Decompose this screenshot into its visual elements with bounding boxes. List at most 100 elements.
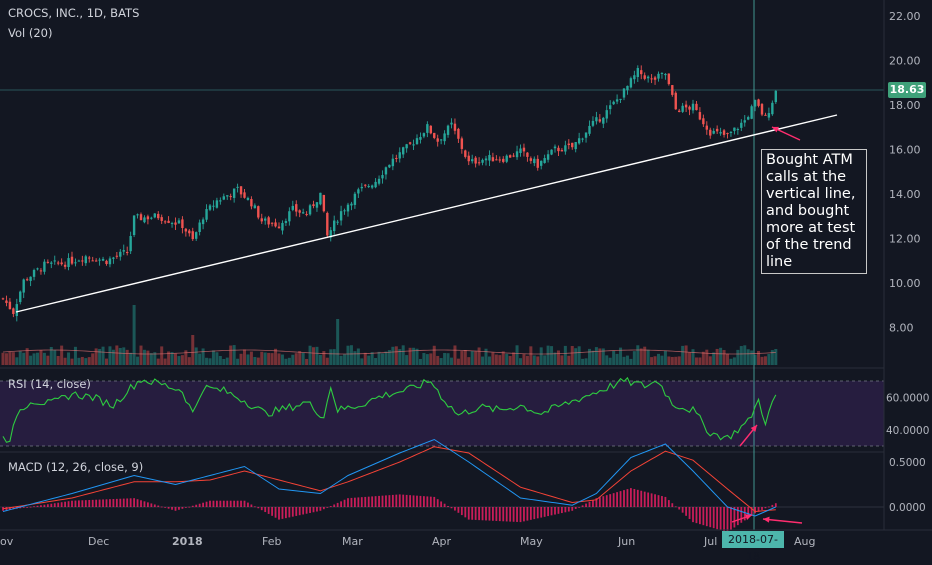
candle-body bbox=[419, 137, 422, 140]
volume-bar bbox=[291, 354, 295, 365]
macd-histogram-bar bbox=[464, 507, 467, 518]
volume-bar bbox=[363, 352, 367, 365]
candle-body bbox=[39, 270, 43, 272]
candle-body bbox=[277, 226, 281, 229]
trend-line bbox=[15, 114, 838, 313]
candle-body bbox=[367, 186, 370, 188]
macd-histogram-bar bbox=[91, 499, 94, 507]
time-tick-label: Dec bbox=[88, 535, 109, 548]
volume-bar bbox=[653, 356, 657, 365]
macd-histogram-bar bbox=[216, 500, 218, 507]
macd-histogram-bar bbox=[605, 495, 608, 507]
macd-histogram-bar bbox=[302, 507, 305, 515]
volume-bar bbox=[726, 354, 729, 365]
candle-body bbox=[226, 195, 229, 197]
macd-histogram-bar bbox=[281, 507, 284, 519]
candle-body bbox=[460, 138, 464, 149]
volume-bar bbox=[474, 351, 478, 365]
volume-bar bbox=[139, 345, 143, 365]
price-chart[interactable]: 22.00 20.00 18.00 16.00 14.00 12.00 10.00 8.00 6… bbox=[0, 0, 932, 550]
candle-body bbox=[715, 128, 719, 132]
macd-histogram-bar bbox=[391, 494, 394, 507]
candle-body bbox=[474, 157, 477, 164]
volume-bar bbox=[49, 346, 53, 365]
candle-body bbox=[536, 158, 539, 168]
volume-bar bbox=[619, 347, 623, 365]
volume-bar bbox=[377, 351, 381, 365]
candle-body bbox=[81, 260, 84, 262]
volume-bar bbox=[405, 355, 409, 365]
volume-bar bbox=[149, 353, 153, 365]
macd-histogram-bar bbox=[571, 507, 574, 511]
volume-bar bbox=[746, 349, 750, 365]
macd-histogram-bar bbox=[357, 497, 360, 507]
volume-bar bbox=[446, 353, 450, 365]
macd-histogram-bar bbox=[240, 500, 242, 507]
candle-body bbox=[695, 103, 698, 111]
volume-bar bbox=[4, 353, 8, 365]
macd-histogram-bar bbox=[340, 501, 342, 507]
volume-bar bbox=[525, 355, 529, 365]
time-tick-label: 2018 bbox=[172, 535, 203, 548]
macd-histogram-bar bbox=[295, 507, 298, 516]
candle-body bbox=[450, 122, 453, 125]
time-tick-label: ov bbox=[0, 535, 14, 548]
macd-histogram-bar bbox=[95, 499, 98, 507]
volume-bar bbox=[167, 351, 171, 365]
macd-histogram-bar bbox=[716, 507, 719, 530]
macd-histogram-bar bbox=[153, 504, 156, 507]
candle-body bbox=[636, 68, 639, 77]
macd-histogram-bar bbox=[768, 506, 770, 508]
volume-bar bbox=[770, 350, 774, 365]
crosshair-date-label: 2018-07-18 bbox=[722, 531, 784, 563]
macd-histogram-bar bbox=[160, 506, 163, 508]
macd-histogram-bar bbox=[147, 502, 149, 507]
volume-bar bbox=[732, 357, 736, 365]
candle-body bbox=[77, 260, 81, 262]
volume-bar bbox=[605, 355, 609, 365]
candle-body bbox=[650, 78, 653, 80]
candle-body bbox=[115, 255, 119, 257]
candle-body bbox=[540, 160, 543, 166]
macd-histogram-bar bbox=[229, 500, 232, 507]
macd-histogram-bar bbox=[26, 507, 29, 508]
candle-body bbox=[8, 301, 12, 310]
volume-bar bbox=[625, 355, 629, 365]
volume-bar bbox=[115, 345, 119, 365]
candle-body bbox=[422, 133, 426, 137]
candle-body bbox=[457, 128, 460, 139]
candle-body bbox=[502, 158, 505, 162]
candle-body bbox=[198, 222, 201, 233]
macd-histogram-bar bbox=[598, 497, 601, 507]
volume-bar bbox=[650, 357, 654, 365]
candle-body bbox=[153, 213, 156, 218]
candle-body bbox=[691, 103, 695, 111]
volume-bar bbox=[312, 347, 315, 365]
arrow-macd bbox=[762, 518, 803, 524]
candle-body bbox=[484, 158, 488, 161]
volume-bar bbox=[15, 357, 19, 365]
macd-histogram-bar bbox=[333, 504, 336, 507]
macd-histogram-bar bbox=[754, 507, 756, 514]
candle-body bbox=[488, 155, 491, 161]
macd-histogram-bar bbox=[409, 495, 411, 507]
candle-body bbox=[412, 144, 415, 146]
drawings bbox=[15, 114, 838, 524]
annotation-note[interactable]: Bought ATM calls at the vertical line, a… bbox=[761, 149, 867, 274]
volume-bar bbox=[629, 358, 633, 365]
price-tick-label: 20.00 bbox=[889, 55, 921, 68]
macd-histogram-bar bbox=[274, 507, 277, 518]
candle-body bbox=[774, 90, 777, 103]
volume-bar bbox=[8, 352, 12, 365]
candle-body bbox=[660, 72, 664, 74]
price-tick-label: 10.00 bbox=[889, 277, 921, 290]
macd-histogram-bar bbox=[578, 507, 581, 508]
volume-bar bbox=[391, 346, 395, 365]
volume-bar bbox=[532, 355, 536, 365]
macd-histogram-bar bbox=[226, 500, 229, 507]
macd-histogram-bar bbox=[474, 507, 477, 520]
macd-histogram-bar bbox=[671, 503, 674, 507]
volume-bar bbox=[588, 348, 591, 365]
volume-bar bbox=[412, 347, 416, 365]
